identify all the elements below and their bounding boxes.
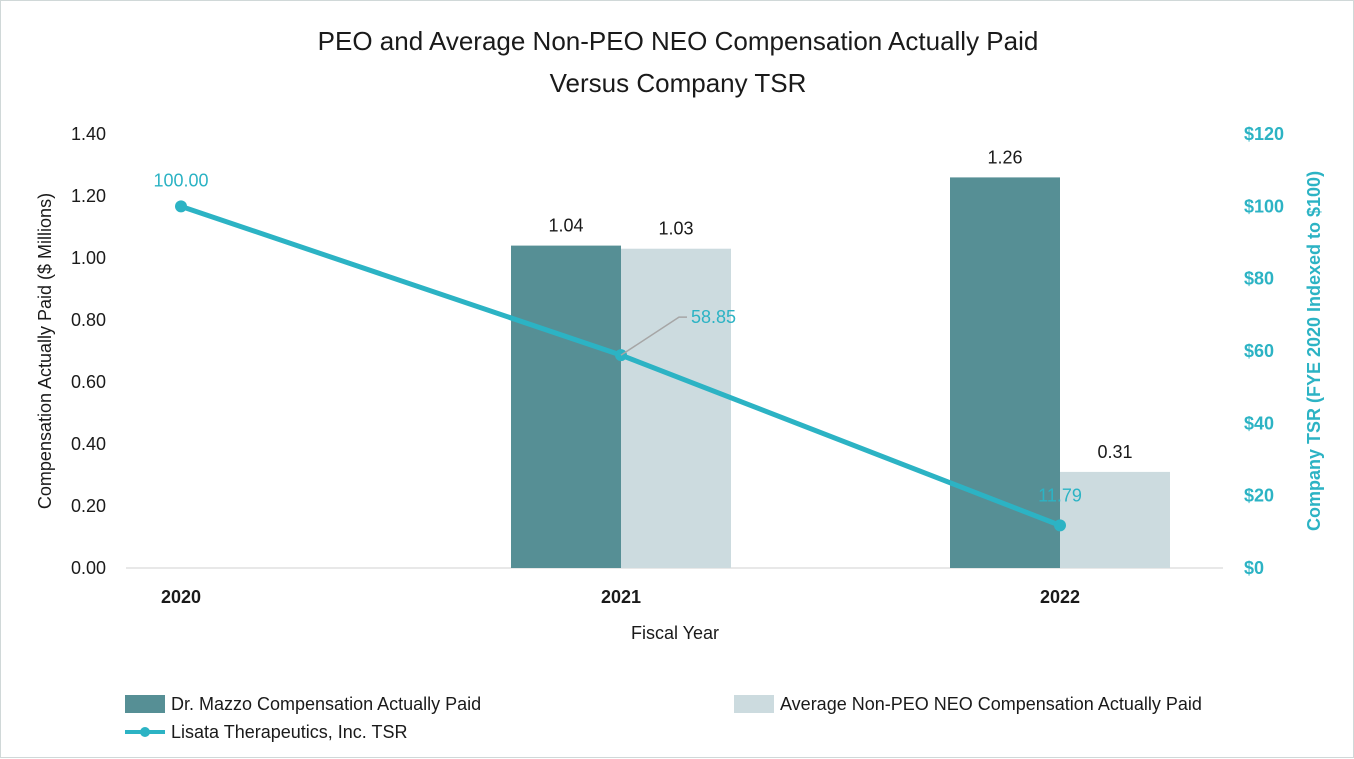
y-axis-ticks: 0.00 0.20 0.40 0.60 0.80 1.00 1.20 1.40 <box>71 124 106 578</box>
chart-title-line-1: PEO and Average Non-PEO NEO Compensation… <box>318 26 1039 56</box>
y-tick-label: 1.00 <box>71 248 106 268</box>
chart-title-line-2: Versus Company TSR <box>550 68 807 98</box>
legend-label-tsr: Lisata Therapeutics, Inc. TSR <box>171 722 407 742</box>
bar-value-label: 1.26 <box>987 147 1022 167</box>
y2-tick-label: $80 <box>1244 269 1274 289</box>
legend-label-mazzo: Dr. Mazzo Compensation Actually Paid <box>171 694 481 714</box>
y-tick-label: 0.40 <box>71 434 106 454</box>
y-tick-label: 0.80 <box>71 310 106 330</box>
y2-tick-label: $100 <box>1244 196 1284 216</box>
bar <box>1060 471 1170 568</box>
y2-tick-label: $60 <box>1244 341 1274 361</box>
y-tick-label: 1.40 <box>71 124 106 144</box>
legend-swatch-tsr-marker <box>140 727 150 737</box>
legend-swatch-average-neo <box>734 695 774 713</box>
tsr-value-label: 11.79 <box>1038 485 1082 505</box>
legend: Dr. Mazzo Compensation Actually Paid Ave… <box>125 694 1202 742</box>
secondary-y-axis-ticks: $0 $20 $40 $60 $80 $100 $120 <box>1244 124 1284 578</box>
y-axis-title: Compensation Actually Paid ($ Millions) <box>35 193 55 509</box>
x-axis-ticks: 2020 2021 2022 <box>161 587 1080 607</box>
y-tick-label: 0.00 <box>71 558 106 578</box>
bar <box>950 177 1060 568</box>
y2-tick-label: $40 <box>1244 413 1274 433</box>
bar-value-label: 1.04 <box>548 216 583 236</box>
bar <box>511 245 621 568</box>
secondary-y-axis-title: Company TSR (FYE 2020 Indexed to $100) <box>1304 171 1324 531</box>
y2-tick-label: $20 <box>1244 486 1274 506</box>
y2-tick-label: $120 <box>1244 124 1284 144</box>
y2-tick-label: $0 <box>1244 558 1264 578</box>
x-axis-title: Fiscal Year <box>631 623 719 643</box>
y-tick-label: 0.60 <box>71 372 106 392</box>
tsr-point <box>1054 519 1066 532</box>
legend-label-average-neo: Average Non-PEO NEO Compensation Actuall… <box>780 694 1202 714</box>
tsr-label-leader-line <box>620 316 687 356</box>
tsr-value-label: 58.85 <box>691 307 736 327</box>
x-tick-label: 2020 <box>161 587 201 607</box>
y-tick-label: 0.20 <box>71 496 106 516</box>
data-labels: 1.04 1.26 1.03 0.31 100.00 58.85 11.79 <box>153 147 1132 505</box>
legend-swatch-mazzo <box>125 695 165 713</box>
bar-value-label: 1.03 <box>658 219 693 239</box>
x-tick-label: 2021 <box>601 587 641 607</box>
bars <box>511 177 1170 568</box>
bar-value-label: 0.31 <box>1097 442 1132 462</box>
tsr-value-label: 100.00 <box>153 170 208 190</box>
bar <box>621 248 731 568</box>
tsr-point <box>175 200 187 213</box>
x-tick-label: 2022 <box>1040 587 1080 607</box>
y-tick-label: 1.20 <box>71 186 106 206</box>
